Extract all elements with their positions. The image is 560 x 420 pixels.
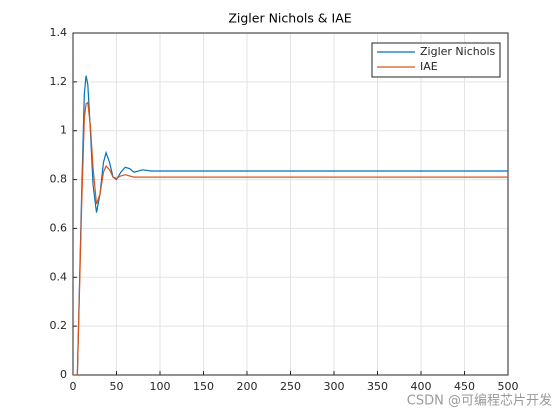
x-tick-label: 450 [454,380,475,393]
x-tick-label: 500 [498,380,519,393]
legend-label: IAE [420,60,438,73]
x-tick-label: 200 [237,380,258,393]
x-tick-label: 250 [280,380,301,393]
y-tick-label: 0.2 [50,319,68,332]
x-tick-label: 300 [324,380,345,393]
y-tick-label: 1.4 [50,26,68,39]
y-tick-label: 0.4 [50,270,68,283]
y-tick-label: 1 [60,124,67,137]
y-tick-label: 0 [60,368,67,381]
x-tick-label: 100 [150,380,171,393]
chart-title: Zigler Nichols & IAE [228,11,351,26]
x-tick-label: 400 [411,380,432,393]
legend-box [371,42,501,78]
x-tick-label: 50 [110,380,124,393]
series-line [73,101,508,376]
x-tick-label: 350 [367,380,388,393]
legend-label: Zigler Nichols [420,45,496,58]
x-tick-label: 150 [193,380,214,393]
series-line [73,75,508,376]
y-tick-label: 0.6 [50,221,68,234]
y-tick-label: 0.8 [50,173,68,186]
watermark: CSDN @可编程芯片开发 [407,393,552,409]
y-tick-label: 1.2 [50,75,68,88]
axes-box [72,32,509,376]
x-tick-label: 0 [70,380,77,393]
